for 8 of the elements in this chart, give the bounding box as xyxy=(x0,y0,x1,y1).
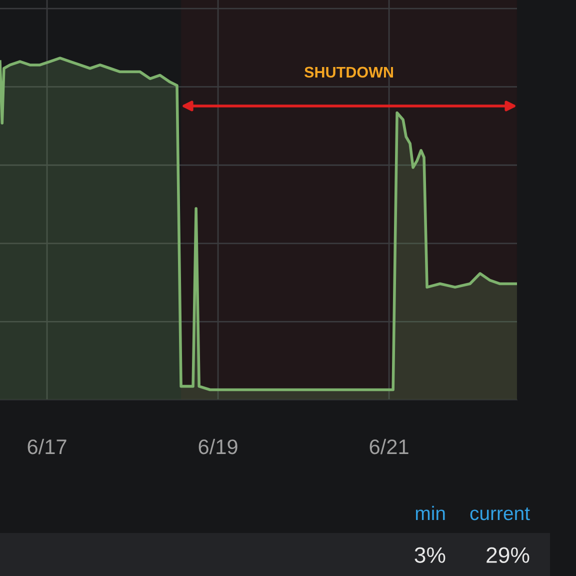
text: current xyxy=(470,507,530,520)
x-tick-label: 6/21 xyxy=(370,438,408,454)
x-tick-label: 6/17 xyxy=(28,438,66,454)
text: 29% xyxy=(486,547,530,563)
text: min xyxy=(416,506,445,520)
band-label: SHUTDOWN xyxy=(304,66,393,78)
text: 3% xyxy=(414,547,446,563)
x-tick-label: 6/19 xyxy=(198,438,238,454)
